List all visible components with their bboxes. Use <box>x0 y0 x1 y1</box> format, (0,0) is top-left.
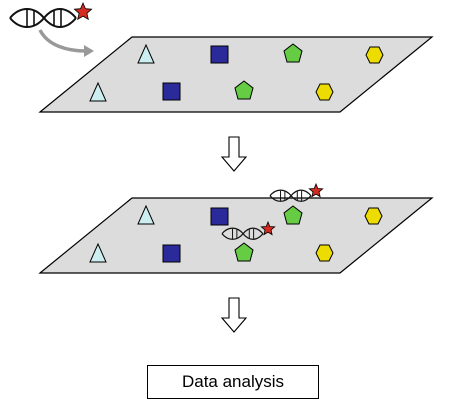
curved-arrow-icon <box>38 29 87 53</box>
star-label-icon <box>308 182 324 198</box>
square-spot-icon <box>162 244 181 263</box>
hexagon-spot-icon <box>364 207 383 225</box>
data-analysis-box: Data analysis <box>147 365 319 399</box>
down-arrow-icon <box>220 136 248 172</box>
square-spot-icon <box>162 82 181 101</box>
hybridized-slide <box>38 197 434 274</box>
data-analysis-label: Data analysis <box>181 372 285 391</box>
hexagon-spot-icon <box>315 83 334 101</box>
star-label-icon <box>73 1 93 21</box>
triangle-spot-icon <box>137 43 155 64</box>
dna-probe-icon <box>9 8 77 28</box>
down-arrow-icon <box>220 297 248 333</box>
triangle-spot-icon <box>89 81 107 102</box>
hexagon-spot-icon <box>315 244 334 262</box>
pentagon-spot-icon <box>234 242 254 262</box>
hexagon-spot-icon <box>365 46 384 64</box>
pentagon-spot-icon <box>283 43 303 63</box>
pentagon-spot-icon <box>283 205 303 225</box>
top-slide <box>38 36 434 113</box>
square-spot-icon <box>210 207 229 226</box>
pentagon-spot-icon <box>234 80 254 100</box>
triangle-spot-icon <box>89 242 107 263</box>
square-spot-icon <box>210 45 229 64</box>
star-label-icon <box>260 220 276 236</box>
triangle-spot-icon <box>137 204 155 225</box>
